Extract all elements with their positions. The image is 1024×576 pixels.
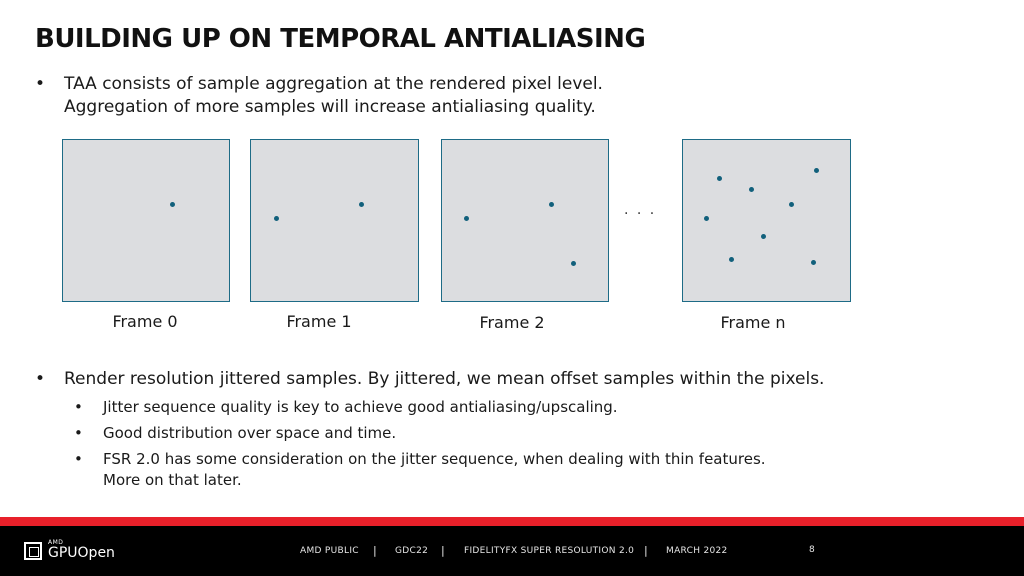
sample-point: [170, 201, 176, 207]
logo-gpuopen-text: GPUOpen: [48, 545, 115, 561]
sub-bullet-dot: •: [74, 398, 83, 416]
footer-event: GDC22: [395, 546, 429, 556]
sample-point: [358, 201, 364, 207]
sub-bullet-3-line2: More on that later.: [103, 471, 242, 489]
sample-point: [717, 176, 723, 182]
sub-bullet-1: • Jitter sequence quality is key to achi…: [74, 397, 774, 419]
footer-date: MARCH 2022: [666, 546, 728, 556]
slide-title: BUILDING UP ON TEMPORAL ANTIALIASING: [35, 24, 646, 54]
bottom-bullet: • Render resolution jittered samples. By…: [35, 368, 935, 392]
ellipsis: . . .: [624, 202, 657, 218]
bottom-bullet-text: Render resolution jittered samples. By j…: [64, 369, 825, 389]
sample-point: [789, 201, 795, 207]
frame-2-label: Frame 2: [479, 313, 545, 332]
sub-bullet-1-text: Jitter sequence quality is key to achiev…: [103, 398, 618, 416]
sample-point: [703, 216, 709, 222]
footer-bar: AMD GPUOpen AMD PUBLIC | GDC22 | FIDELIT…: [0, 526, 1024, 576]
frame-0-box: [62, 139, 230, 302]
frame-2-box: [441, 139, 609, 302]
sample-point: [748, 187, 754, 193]
footer-separator: |: [441, 544, 445, 557]
sample-point: [549, 201, 555, 207]
sample-point: [814, 168, 820, 174]
frame-n-box: [682, 139, 851, 302]
logo-amd-text: AMD: [48, 539, 64, 546]
sample-point: [273, 216, 279, 222]
frame-n-label: Frame n: [720, 313, 786, 332]
top-bullet: • TAA consists of sample aggregation at …: [35, 73, 675, 119]
footer-classification: AMD PUBLIC: [300, 546, 359, 556]
sample-point: [570, 261, 576, 267]
footer-separator: |: [373, 544, 377, 557]
sub-bullet-2: • Good distribution over space and time.: [74, 423, 774, 445]
sub-bullet-2-text: Good distribution over space and time.: [103, 424, 397, 442]
sub-bullet-3: • FSR 2.0 has some consideration on the …: [74, 449, 834, 493]
top-bullet-line1: TAA consists of sample aggregation at th…: [64, 74, 603, 94]
sub-bullet-dot: •: [74, 424, 83, 442]
sample-point: [810, 259, 816, 265]
top-bullet-line2: Aggregation of more samples will increas…: [64, 97, 596, 117]
sub-bullet-3-text: FSR 2.0 has some consideration on the ji…: [103, 450, 766, 468]
page-number: 8: [809, 545, 815, 555]
footer-separator: |: [644, 544, 648, 557]
gpuopen-logo: AMD GPUOpen: [24, 540, 115, 561]
sample-point: [760, 234, 766, 240]
sample-point: [728, 256, 734, 262]
chip-icon: [24, 541, 42, 560]
sub-bullet-dot: •: [74, 450, 83, 468]
bullet-dot: •: [35, 74, 46, 94]
frame-1-box: [250, 139, 419, 302]
frame-1-label: Frame 1: [286, 312, 352, 331]
accent-bar: [0, 517, 1024, 526]
frame-0-label: Frame 0: [112, 312, 178, 331]
bullet-dot: •: [35, 369, 46, 389]
sample-point: [464, 216, 470, 222]
footer-topic: FIDELITYFX SUPER RESOLUTION 2.0: [464, 546, 635, 556]
